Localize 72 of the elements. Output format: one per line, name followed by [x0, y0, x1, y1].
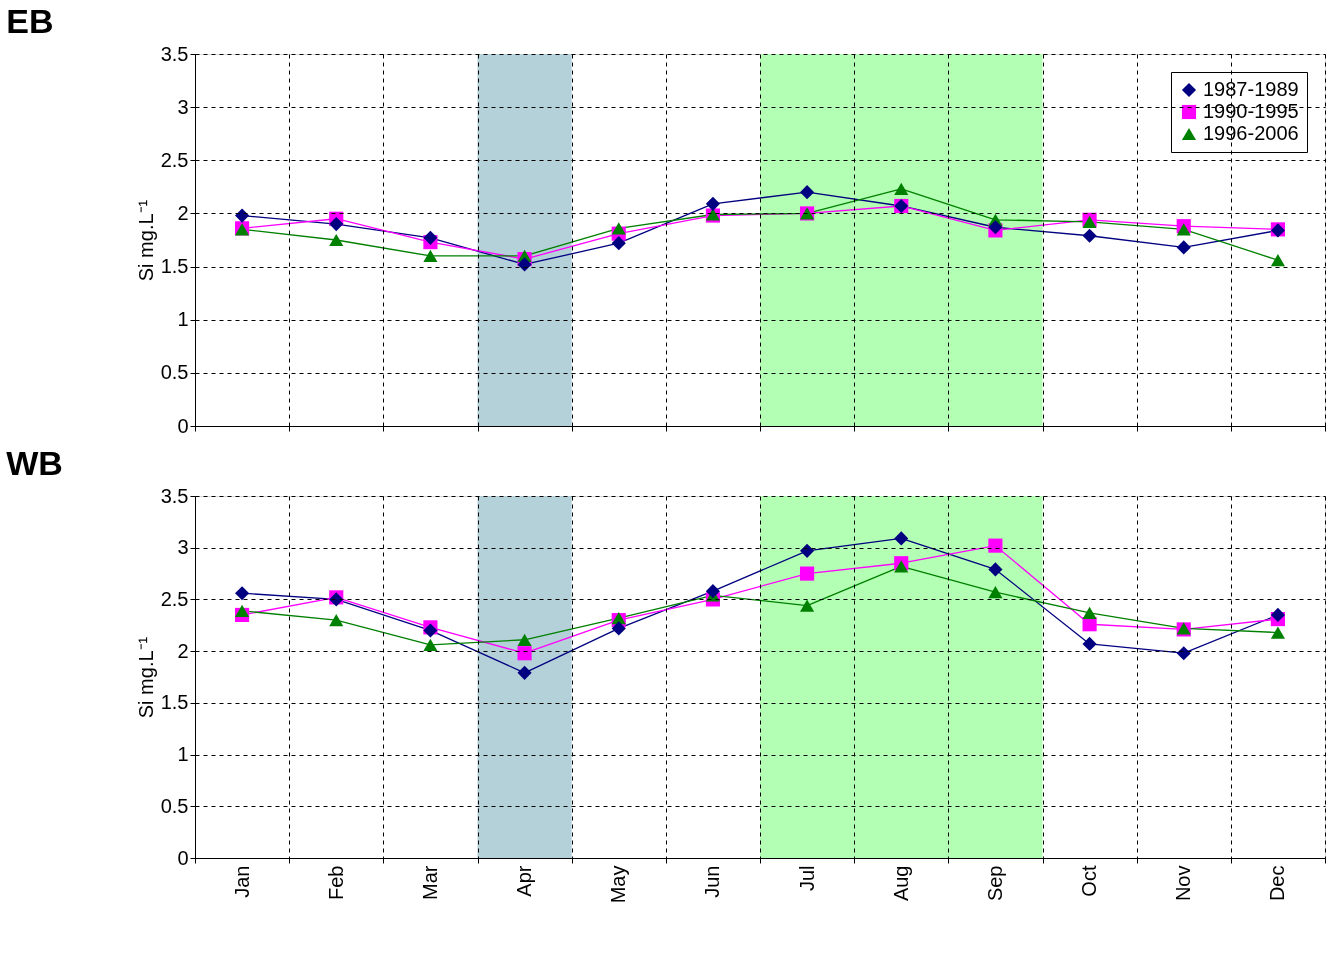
- point: [517, 633, 532, 646]
- point: [1176, 223, 1191, 236]
- y-tick-label: 2: [177, 639, 189, 662]
- point: [611, 236, 626, 251]
- x-tick-label: Nov: [1172, 865, 1195, 902]
- x-tick-label: Jul: [795, 865, 818, 892]
- legend-label: 1987-1989: [1203, 78, 1299, 100]
- point: [235, 604, 250, 617]
- x-tick-label: Aug: [889, 865, 912, 902]
- point: [988, 562, 1003, 577]
- x-tick-label: Oct: [1078, 865, 1101, 897]
- legend-label: 1990-1995: [1203, 100, 1299, 122]
- point: [1176, 646, 1191, 661]
- y-tick-label: 2.5: [160, 587, 189, 610]
- y-tick-label: 3.5: [160, 42, 189, 65]
- point: [235, 208, 250, 223]
- y-tick-label: 1.5: [160, 691, 189, 714]
- point: [1270, 626, 1285, 639]
- y-tick-label: 3: [177, 536, 189, 559]
- x-tick-label: May: [607, 865, 630, 904]
- x-tick-label: Jun: [701, 865, 724, 898]
- point: [423, 638, 438, 652]
- point: [235, 586, 250, 601]
- x-tick-label: Dec: [1266, 865, 1289, 902]
- point: [800, 566, 815, 581]
- y-axis-title: Si mg.L⁻¹: [134, 636, 157, 719]
- point: [988, 538, 1003, 553]
- point: [894, 531, 909, 546]
- point: [423, 249, 438, 263]
- x-tick-label: Apr: [513, 865, 536, 897]
- x-tick-label: Feb: [324, 865, 347, 900]
- x-tick-label: Mar: [418, 865, 441, 900]
- y-tick-label: 3: [177, 95, 189, 118]
- y-axis-title: Si mg.L⁻¹: [134, 199, 157, 282]
- point: [329, 613, 344, 627]
- point: [894, 182, 909, 196]
- point: [705, 196, 720, 211]
- point: [1082, 606, 1097, 619]
- point: [800, 599, 815, 612]
- y-tick-label: 1: [177, 308, 189, 331]
- point: [1270, 607, 1285, 623]
- y-tick-label: 2: [177, 201, 189, 224]
- point: [988, 586, 1003, 599]
- point: [329, 216, 344, 232]
- y-tick-label: 1: [177, 743, 189, 766]
- y-tick-label: 1.5: [160, 255, 189, 278]
- y-tick-label: 0: [177, 414, 189, 437]
- y-tick-label: 0.5: [160, 361, 189, 384]
- point: [1082, 636, 1097, 651]
- x-tick-label: Sep: [983, 865, 1006, 902]
- point: [611, 222, 626, 235]
- x-tick-label: Jan: [230, 865, 253, 898]
- point: [894, 560, 909, 573]
- chart-title: EB: [6, 2, 54, 40]
- y-tick-label: 3.5: [160, 484, 189, 507]
- point: [611, 621, 626, 636]
- point: [517, 665, 532, 680]
- y-tick-label: 0: [177, 846, 189, 869]
- point: [517, 646, 532, 661]
- point: [800, 543, 815, 558]
- point: [423, 230, 438, 245]
- point: [705, 584, 720, 599]
- point: [800, 185, 815, 200]
- point: [517, 257, 532, 272]
- chart-title: WB: [6, 444, 63, 482]
- y-tick-label: 2.5: [160, 148, 189, 171]
- legend-label: 1996-2006: [1203, 122, 1299, 144]
- point: [1270, 254, 1285, 267]
- point: [1176, 240, 1191, 255]
- y-tick-label: 0.5: [160, 794, 189, 817]
- point: [329, 233, 344, 247]
- point: [1082, 228, 1097, 243]
